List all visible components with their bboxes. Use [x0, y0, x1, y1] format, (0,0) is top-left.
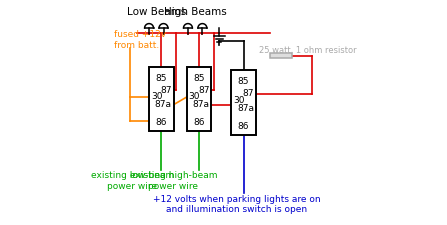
- Text: 86: 86: [156, 118, 167, 127]
- Text: 87: 87: [242, 89, 254, 98]
- Bar: [187, 67, 211, 131]
- Text: 30: 30: [189, 92, 200, 101]
- Text: 87: 87: [160, 86, 172, 95]
- Bar: [270, 53, 292, 58]
- Text: High Beams: High Beams: [164, 7, 227, 17]
- Bar: [231, 70, 256, 135]
- Text: +12 volts when parking lights are on
and illumination switch is open: +12 volts when parking lights are on and…: [153, 195, 320, 214]
- Bar: [149, 67, 173, 131]
- Text: 85: 85: [193, 74, 205, 83]
- Text: 86: 86: [238, 122, 249, 131]
- Text: 86: 86: [193, 118, 205, 127]
- Text: 87a: 87a: [193, 100, 210, 109]
- Text: 25 watt, 1 ohm resistor: 25 watt, 1 ohm resistor: [259, 46, 357, 55]
- Text: 85: 85: [156, 74, 167, 83]
- Text: 85: 85: [238, 77, 249, 86]
- Text: existing high-beam
power wire: existing high-beam power wire: [130, 171, 217, 191]
- Text: fused +12v
from batt.: fused +12v from batt.: [114, 30, 166, 50]
- Text: Low Beams: Low Beams: [127, 7, 186, 17]
- Text: 30: 30: [151, 92, 162, 101]
- Text: 87a: 87a: [237, 104, 254, 112]
- Text: 87: 87: [198, 86, 210, 95]
- Text: 30: 30: [233, 96, 245, 105]
- Text: existing low-beam
power wire: existing low-beam power wire: [91, 171, 174, 191]
- Text: 87a: 87a: [155, 100, 172, 109]
